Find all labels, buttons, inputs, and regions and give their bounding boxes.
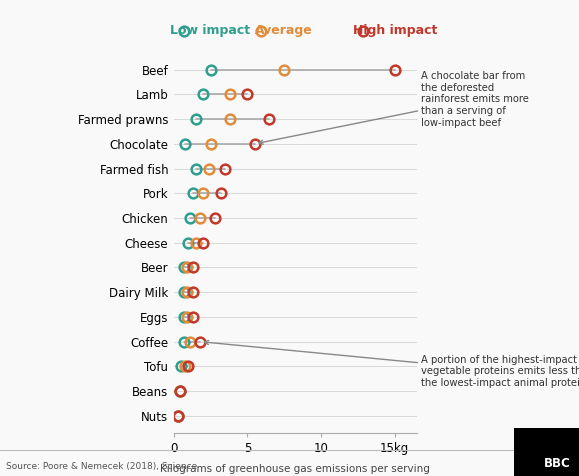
Text: Average: Average — [255, 24, 313, 38]
Text: Low impact: Low impact — [170, 24, 251, 38]
Text: BBC: BBC — [544, 457, 570, 470]
Text: A portion of the highest-impact
vegetable proteins emits less than
the lowest-im: A portion of the highest-impact vegetabl… — [204, 340, 579, 388]
Text: High impact: High impact — [353, 24, 437, 38]
X-axis label: Kilograms of greenhouse gas emissions per serving: Kilograms of greenhouse gas emissions pe… — [160, 464, 430, 474]
Text: A chocolate bar from
the deforested
rainforest emits more
than a serving of
low-: A chocolate bar from the deforested rain… — [259, 71, 529, 144]
Text: Source: Poore & Nemecek (2018), Science: Source: Poore & Nemecek (2018), Science — [6, 462, 197, 471]
